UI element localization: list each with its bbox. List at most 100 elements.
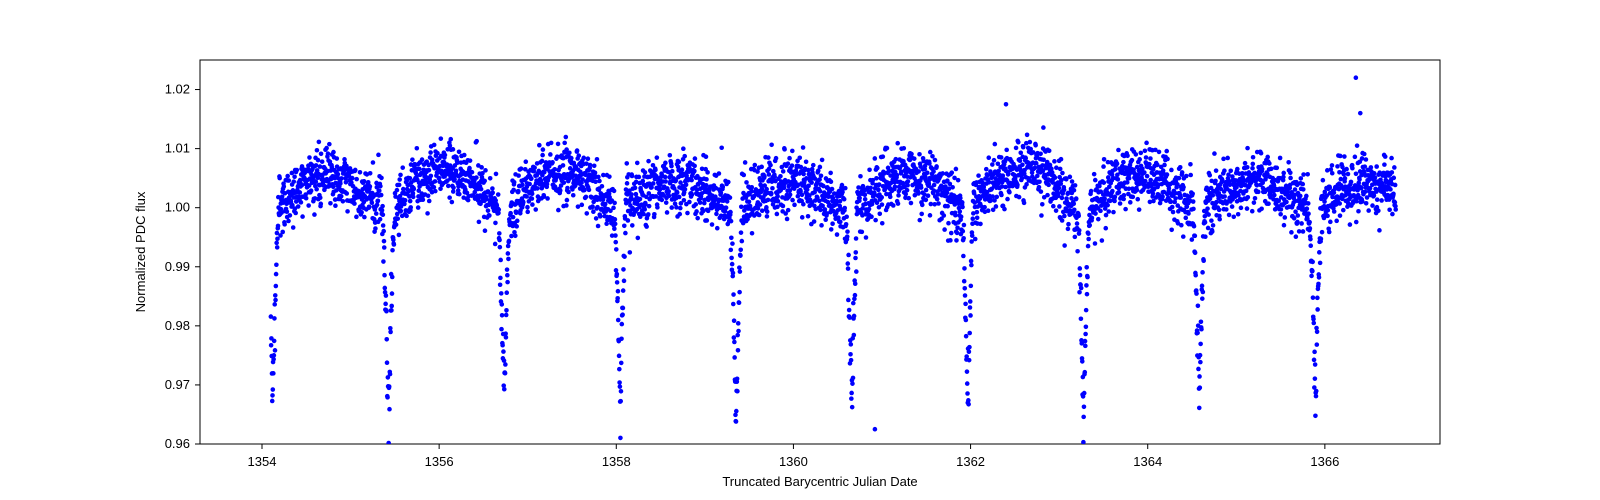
data-point [504, 313, 509, 318]
data-point [1038, 151, 1043, 156]
data-point [759, 165, 764, 170]
y-tick-label: 0.97 [165, 377, 190, 392]
data-point [314, 179, 319, 184]
data-point [479, 187, 484, 192]
data-point [1145, 174, 1150, 179]
data-point [299, 200, 304, 205]
data-point [1354, 171, 1359, 176]
data-point [786, 208, 791, 213]
data-point [704, 154, 709, 159]
data-point [715, 226, 720, 231]
data-point [1200, 270, 1205, 275]
data-point [516, 173, 521, 178]
data-point [331, 184, 336, 189]
data-point [381, 229, 386, 234]
data-point [387, 407, 392, 412]
data-point [651, 181, 656, 186]
data-point [1227, 213, 1232, 218]
data-point [1362, 152, 1367, 157]
data-point [408, 176, 413, 181]
data-point [1305, 206, 1310, 211]
data-point [935, 197, 940, 202]
data-point [593, 170, 598, 175]
data-point [285, 174, 290, 179]
data-point [801, 145, 806, 150]
data-point [376, 153, 381, 158]
data-point [339, 194, 344, 199]
data-point [693, 202, 698, 207]
data-point [500, 313, 505, 318]
data-point [1195, 331, 1200, 336]
data-point [1085, 275, 1090, 280]
data-point [1073, 183, 1078, 188]
data-point [384, 337, 389, 342]
data-point [505, 273, 510, 278]
data-point [867, 207, 872, 212]
data-point [447, 195, 452, 200]
data-point [1102, 157, 1107, 162]
data-point [483, 228, 488, 233]
data-point [926, 193, 931, 198]
data-point [949, 231, 954, 236]
data-point [324, 146, 329, 151]
data-point [966, 402, 971, 407]
data-point [552, 167, 557, 172]
data-point [285, 209, 290, 214]
data-point [642, 207, 647, 212]
data-point [567, 150, 572, 155]
data-point [1319, 237, 1324, 242]
data-point [734, 419, 739, 424]
data-point [965, 369, 970, 374]
data-point [1199, 320, 1204, 325]
data-point [967, 331, 972, 336]
data-point [668, 153, 673, 158]
data-point [378, 184, 383, 189]
data-point [1082, 404, 1087, 409]
data-point [1379, 198, 1384, 203]
data-point [622, 223, 627, 228]
data-point [1171, 210, 1176, 215]
data-point [670, 169, 675, 174]
data-point [946, 221, 951, 226]
data-point [896, 201, 901, 206]
data-point [769, 142, 774, 147]
data-point [801, 172, 806, 177]
data-point [682, 198, 687, 203]
data-point [382, 245, 387, 250]
data-point [962, 223, 967, 228]
data-point [1110, 189, 1115, 194]
data-point [398, 173, 403, 178]
data-point [1160, 194, 1165, 199]
data-point [1250, 166, 1255, 171]
data-point [873, 427, 878, 432]
data-point [936, 192, 941, 197]
data-point [968, 313, 973, 318]
data-point [880, 221, 885, 226]
data-point [270, 399, 275, 404]
data-point [809, 180, 814, 185]
data-point [1018, 158, 1023, 163]
data-point [1266, 201, 1271, 206]
data-point [586, 156, 591, 161]
data-point [1046, 183, 1051, 188]
data-point [350, 176, 355, 181]
data-point [933, 158, 938, 163]
data-point [1198, 360, 1203, 365]
data-point [490, 190, 495, 195]
data-point [595, 157, 600, 162]
data-point [931, 169, 936, 174]
data-point [1295, 213, 1300, 218]
data-point [561, 163, 566, 168]
data-point [382, 273, 387, 278]
data-point [520, 183, 525, 188]
data-point [729, 256, 734, 261]
data-point [545, 196, 550, 201]
data-point [993, 142, 998, 147]
data-point [448, 137, 453, 142]
data-point [339, 176, 344, 181]
data-point [452, 177, 457, 182]
data-point [1102, 196, 1107, 201]
data-point [612, 201, 617, 206]
data-point [501, 349, 506, 354]
data-point [626, 218, 631, 223]
